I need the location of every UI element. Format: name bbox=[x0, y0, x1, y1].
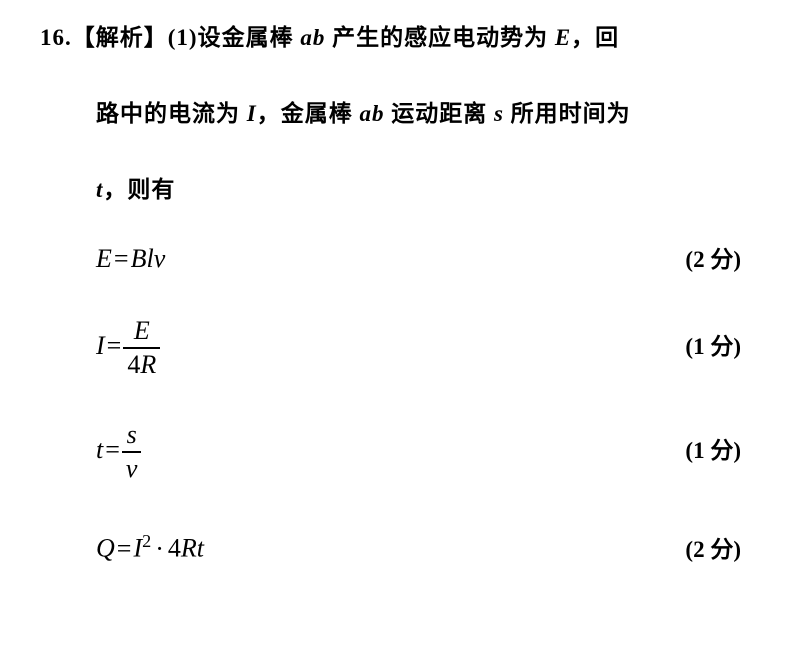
intro-l2-d: 所用时间为 bbox=[504, 101, 631, 126]
intro-l2-b: ，金属棒 bbox=[257, 101, 360, 126]
eq2-score: (1 分) bbox=[685, 327, 751, 361]
intro-line-1: 16.【解析】(1)设金属棒 ab 产生的感应电动势为 E，回 bbox=[40, 18, 751, 52]
eq3-score: (1 分) bbox=[685, 431, 751, 465]
intro-line-1-text: 16.【解析】(1)设金属棒 ab 产生的感应电动势为 E，回 bbox=[40, 18, 619, 52]
eq2-fraction: E 4R bbox=[123, 318, 160, 378]
part1-label: (1) bbox=[168, 25, 198, 50]
page-root: 16.【解析】(1)设金属棒 ab 产生的感应电动势为 E，回 路中的电流为 I… bbox=[0, 0, 791, 659]
intro-line-3-text: t，则有 bbox=[96, 170, 175, 204]
eq4-lhs: Q bbox=[96, 534, 115, 563]
eq4-I: I bbox=[133, 534, 142, 563]
eq4-R: R bbox=[181, 534, 197, 563]
eq4-exp: 2 bbox=[142, 531, 151, 551]
question-number: 16. bbox=[40, 25, 72, 51]
var-ab-2: ab bbox=[359, 101, 384, 126]
intro-l1-b: 产生的感应电动势为 bbox=[325, 25, 555, 50]
intro-line-2-text: 路中的电流为 I，金属棒 ab 运动距离 s 所用时间为 bbox=[96, 94, 631, 128]
eq2-lhs: I bbox=[96, 331, 105, 360]
eq1-lhs: E bbox=[96, 244, 112, 273]
var-s: s bbox=[494, 101, 504, 126]
eq3-fraction: s v bbox=[122, 422, 142, 482]
eq1-l: l bbox=[146, 244, 153, 273]
intro-l1-c: ，回 bbox=[571, 25, 619, 50]
eq2-den-R: R bbox=[140, 350, 156, 379]
var-E: E bbox=[555, 25, 571, 50]
eq1-B: B bbox=[131, 244, 147, 273]
equation-2: I= E 4R bbox=[96, 318, 160, 378]
equation-4-row: Q=I2·4Rt (2 分) bbox=[40, 530, 751, 564]
eq2-den-4: 4 bbox=[127, 350, 140, 379]
eq4-4: 4 bbox=[168, 534, 181, 563]
intro-l2-a: 路中的电流为 bbox=[96, 101, 247, 126]
intro-l2-c: 运动距离 bbox=[384, 101, 494, 126]
dot-icon: · bbox=[151, 534, 168, 563]
eq1-v: v bbox=[154, 244, 166, 273]
equation-2-row: I= E 4R (1 分) bbox=[40, 318, 751, 378]
intro-l3: ，则有 bbox=[103, 177, 175, 202]
eq2-den: 4R bbox=[123, 347, 160, 378]
intro-line-2: 路中的电流为 I，金属棒 ab 运动距离 s 所用时间为 bbox=[40, 94, 751, 128]
equation-4: Q=I2·4Rt bbox=[96, 531, 204, 564]
eq1-score: (2 分) bbox=[685, 240, 751, 274]
equation-3-row: t= s v (1 分) bbox=[40, 422, 751, 482]
eq3-den: v bbox=[122, 451, 142, 482]
equation-1: E=Blv bbox=[96, 244, 165, 274]
intro-l1-a: 设金属棒 bbox=[198, 25, 301, 50]
intro-line-3: t，则有 bbox=[40, 170, 751, 204]
equation-3: t= s v bbox=[96, 422, 141, 482]
var-ab-1: ab bbox=[300, 25, 325, 50]
equation-1-row: E=Blv (2 分) bbox=[40, 240, 751, 274]
analysis-label: 【解析】 bbox=[72, 25, 168, 50]
eq3-num: s bbox=[122, 422, 142, 451]
eq2-num: E bbox=[123, 318, 160, 347]
var-I: I bbox=[247, 101, 257, 126]
eq4-t: t bbox=[197, 534, 204, 563]
eq4-score: (2 分) bbox=[685, 530, 751, 564]
